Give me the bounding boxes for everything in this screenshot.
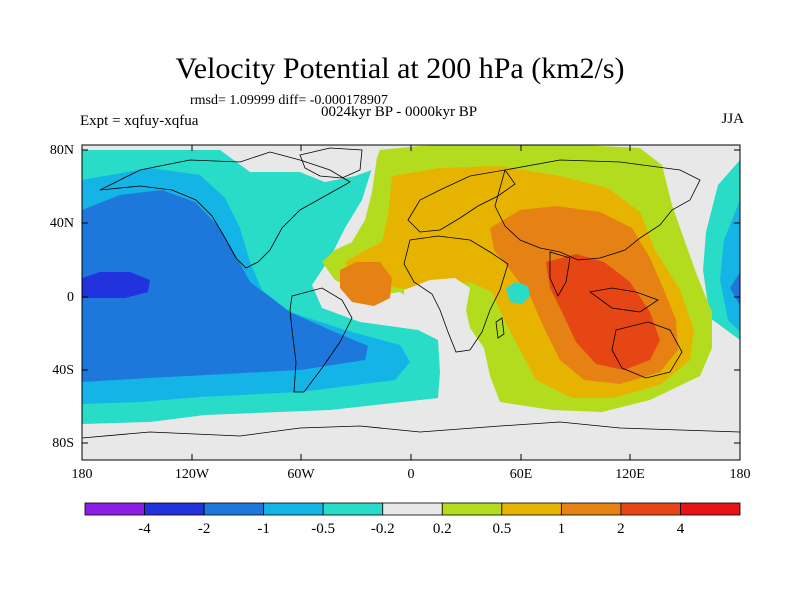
colorbar-swatch [560,502,622,516]
colorbar-swatch [382,502,443,516]
colorbar-swatch [441,502,503,516]
coastline-north-america [99,151,351,269]
contour-neutral-arctic [300,150,380,182]
contour-cyan-africa [506,282,530,304]
y-axis: 80N 40N 0 40S 80S [50,143,74,451]
colorbar-swatch [322,502,384,516]
colorbar-label: 0.2 [433,521,452,537]
colorbar-label: 1 [558,521,566,537]
colorbar-label: -2 [198,521,211,537]
colorbar-swatch [263,502,324,516]
colorbar-label: -0.5 [311,521,335,537]
y-ticks [82,149,740,444]
coastline-maritime-continent [589,287,659,313]
colorbar-label: -4 [138,521,151,537]
y-tick-label-40n: 40N [50,216,74,231]
x-tick-label-120e: 120E [615,467,645,482]
contour-neutral-africa [404,278,470,345]
y-tick-label-80n: 80N [50,143,74,158]
colorbar-swatch [620,502,681,516]
colorbar-label: -1 [257,521,270,537]
colorbar-swatch [203,502,265,516]
experiment-label: Expt = xqfuy-xqfua [80,113,199,129]
y-tick-label-0: 0 [67,290,74,305]
coastlines [82,147,740,439]
contour-red [546,254,660,370]
colorbar-label: -0.2 [371,521,395,537]
coastline-australia [611,321,683,379]
x-tick-label-180w: 180 [72,467,93,482]
rmsd-diff-stats: rmsd= 1.09999 diff= -0.000178907 [190,93,388,108]
coastline-india [549,251,571,297]
colorbar-label: 0.5 [492,521,511,537]
contour-deepblue-west [82,272,150,298]
colorbar-swatch [501,502,562,516]
x-tick-label-60w: 60W [287,467,315,482]
map-title: Velocity Potential at 200 hPa (km2/s) [175,52,625,85]
x-axis: 180 120W 60W 0 60E 120E 180 [72,467,751,482]
colorbar-labels: -4 -2 -1 -0.5 -0.2 0.2 0.5 1 2 4 [138,521,684,537]
colorbar-label: 4 [677,521,685,537]
colorbar-swatch [680,502,741,516]
coastline-greenland [299,147,363,179]
contour-field [82,145,740,460]
colorbar-swatch [144,502,205,516]
coastline-south-america [289,287,353,393]
colorbar-boxes [84,502,741,516]
season-label: JJA [721,111,744,127]
coastline-antarctica [82,421,740,439]
coastline-europe [407,169,516,233]
y-tick-label-80s: 80S [52,436,74,451]
contour-lightblue-east [720,200,740,332]
x-tick-label-120w: 120W [175,467,210,482]
coastline-africa [403,235,509,353]
y-tick-label-40s: 40S [52,363,74,378]
x-tick-label-180e: 180 [730,467,751,482]
contour-orange-africa [340,262,392,306]
contour-blue-west [82,190,368,382]
coastline-asia [494,159,701,261]
coastline-madagascar [495,317,505,339]
colorbar-label: 2 [617,521,625,537]
x-tick-label-60e: 60E [510,467,533,482]
x-ticks [191,145,631,460]
colorbar-swatch [84,502,145,516]
period-subtitle: 0024kyr BP - 0000kyr BP [321,104,478,120]
x-tick-label-0: 0 [408,467,415,482]
